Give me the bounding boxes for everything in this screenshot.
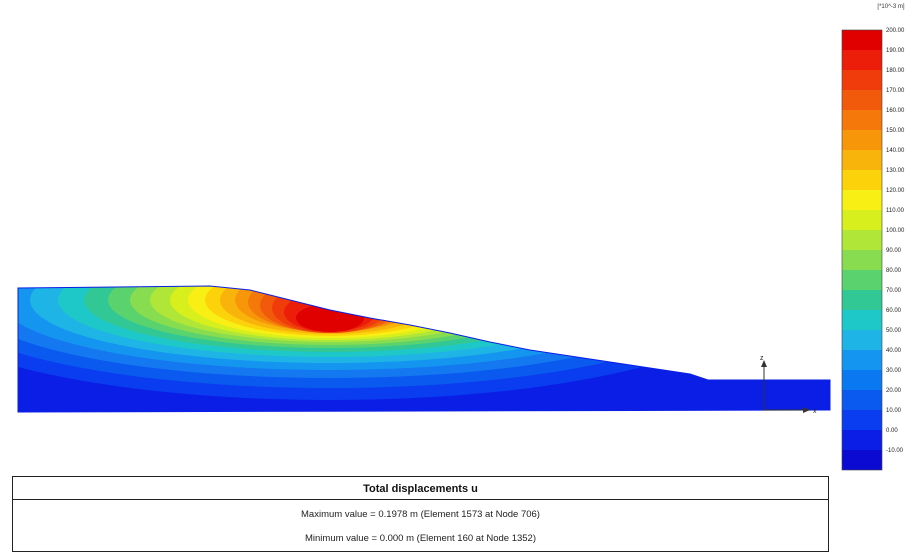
- legend-tick-label: 10.00: [886, 408, 902, 414]
- results-divider: [13, 499, 828, 500]
- legend-swatch: [842, 310, 882, 330]
- legend-swatch: [842, 110, 882, 130]
- legend-swatch: [842, 410, 882, 430]
- legend-tick-label: -10.00: [886, 448, 904, 454]
- z-axis-arrowhead: [761, 360, 767, 367]
- maximum-value-line: Maximum value = 0.1978 m (Element 1573 a…: [301, 509, 540, 520]
- minimum-value-line: Minimum value = 0.000 m (Element 160 at …: [304, 533, 537, 544]
- legend-swatch: [842, 50, 882, 70]
- legend-tick-label: 180.00: [886, 68, 905, 74]
- legend-tick-label: 130.00: [886, 168, 905, 174]
- legend-tick-label: 30.00: [886, 368, 902, 374]
- axis-triad: z x: [760, 355, 817, 415]
- legend-swatch: [842, 290, 882, 310]
- legend-swatch: [842, 130, 882, 150]
- legend-tick-label: 60.00: [886, 308, 902, 314]
- legend-swatch: [842, 90, 882, 110]
- legend-swatch: [842, 450, 882, 470]
- legend-tick-label: 40.00: [886, 348, 902, 354]
- legend-swatch: [842, 330, 882, 350]
- legend-tick-label: 90.00: [886, 248, 902, 254]
- legend-tick-label: 100.00: [886, 228, 905, 234]
- legend-swatch: [842, 370, 882, 390]
- legend-tick-label: 160.00: [886, 108, 905, 114]
- slope-mesh: [18, 286, 830, 412]
- legend-tick-label: 140.00: [886, 148, 905, 154]
- legend-tick-label: 190.00: [886, 48, 905, 54]
- results-title: Total displacements u: [363, 483, 478, 495]
- results-info-box: Total displacements u Maximum value = 0.…: [12, 476, 829, 552]
- legend-color-bar: [841, 29, 883, 471]
- legend-tick-label: 70.00: [886, 288, 902, 294]
- legend-tick-label: 0.00: [886, 428, 898, 434]
- legend-swatch: [842, 150, 882, 170]
- legend-swatch: [842, 230, 882, 250]
- legend-swatch: [842, 170, 882, 190]
- contour-band-20: [296, 304, 364, 332]
- legend-tick-label: 150.00: [886, 128, 905, 134]
- legend-tick-label: 80.00: [886, 268, 902, 274]
- legend-swatch: [842, 210, 882, 230]
- legend-swatch: [842, 30, 882, 50]
- legend-tick-label: 120.00: [886, 188, 905, 194]
- x-axis-arrowhead: [803, 407, 810, 413]
- slope-outline: [17, 285, 831, 413]
- legend-swatch: [842, 430, 882, 450]
- legend-tick-label: 50.00: [886, 328, 902, 334]
- legend-tick-label: 170.00: [886, 88, 905, 94]
- legend-tick-label: 200.00: [886, 28, 905, 34]
- z-axis-label: z: [760, 355, 764, 362]
- x-axis-label: x: [813, 408, 817, 415]
- legend-unit-label: [*10^-3 m]: [877, 4, 905, 10]
- legend-frame: [841, 29, 883, 471]
- legend-swatch: [842, 270, 882, 290]
- legend-tick-label: 110.00: [886, 208, 904, 214]
- legend-tick-label: 20.00: [886, 388, 902, 394]
- legend-swatch: [842, 350, 882, 370]
- legend-swatch: [842, 190, 882, 210]
- legend-swatch: [842, 250, 882, 270]
- legend-swatch: [842, 70, 882, 90]
- legend-swatch: [842, 390, 882, 410]
